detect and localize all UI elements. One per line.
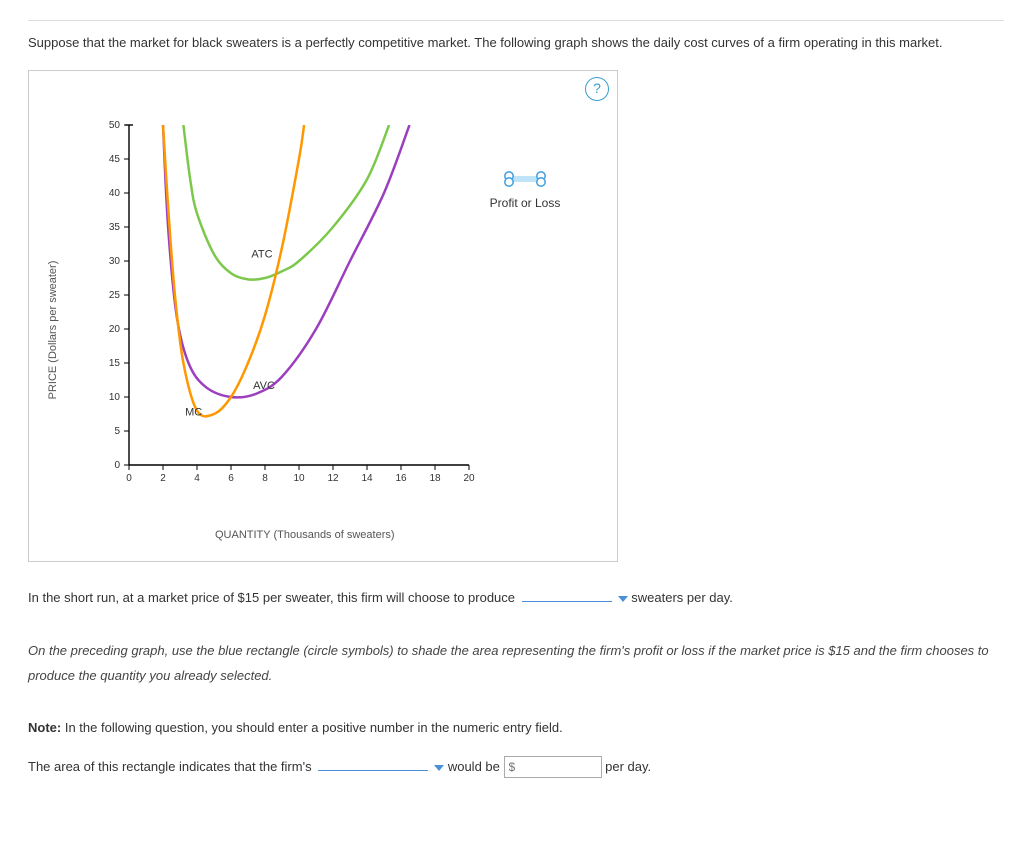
q2-prefix: The area of this rectangle indicates tha… [28,759,312,774]
svg-text:14: 14 [361,473,373,484]
svg-text:25: 25 [109,290,121,301]
svg-text:Profit or Loss: Profit or Loss [490,196,561,210]
q1-dropdown-blank[interactable] [522,587,612,602]
note-label: Note: [28,720,61,735]
chevron-down-icon[interactable] [618,596,628,602]
q2-amount-input[interactable] [504,756,602,778]
svg-text:35: 35 [109,222,121,233]
svg-text:20: 20 [109,324,121,335]
svg-text:8: 8 [262,473,268,484]
q1-suffix: sweaters per day. [631,590,733,605]
q2-dropdown-blank[interactable] [318,756,428,771]
y-axis-label: PRICE (Dollars per sweater) [47,261,59,400]
svg-text:12: 12 [327,473,339,484]
question-1: In the short run, at a market price of $… [28,586,1004,611]
chart-area: PRICE (Dollars per sweater) 024681012141… [65,115,605,545]
q1-prefix: In the short run, at a market price of $… [28,590,515,605]
question-2: The area of this rectangle indicates tha… [28,755,1004,780]
svg-text:AVC: AVC [253,380,275,392]
graph-panel: ? PRICE (Dollars per sweater) 0 2 4 6 8 10 12 1… [28,70,618,562]
note-line: Note: In the following question, you sho… [28,716,1004,741]
svg-text:0: 0 [126,473,132,484]
svg-text:20: 20 [463,473,475,484]
q2-mid: would be [448,759,500,774]
intro-text: Suppose that the market for black sweate… [28,31,1004,54]
svg-text:ATC: ATC [251,249,272,261]
svg-text:6: 6 [228,473,234,484]
svg-text:45: 45 [109,154,121,165]
x-axis-label: QUANTITY (Thousands of sweaters) [215,529,395,541]
svg-text:15: 15 [109,358,121,369]
chevron-down-icon[interactable] [434,765,444,771]
svg-text:2: 2 [160,473,166,484]
cost-curves-chart[interactable]: 0 2 4 6 8 10 12 14 16 18 20 0 5 10 15 20 25 30 35 40 45 50 AVC… [65,115,605,525]
svg-text:50: 50 [109,120,121,131]
svg-text:5: 5 [114,426,120,437]
svg-text:0: 0 [114,460,120,471]
svg-text:16: 16 [395,473,407,484]
note-text: In the following question, you should en… [65,720,563,735]
svg-text:4: 4 [194,473,200,484]
graph-instruction: On the preceding graph, use the blue rec… [28,639,1004,688]
svg-text:10: 10 [293,473,305,484]
help-button[interactable]: ? [585,77,609,101]
svg-text:10: 10 [109,392,121,403]
svg-text:30: 30 [109,256,121,267]
svg-text:40: 40 [109,188,121,199]
top-divider [28,20,1004,21]
svg-text:18: 18 [429,473,441,484]
svg-text:MC: MC [185,407,202,419]
q2-suffix: per day. [605,759,651,774]
